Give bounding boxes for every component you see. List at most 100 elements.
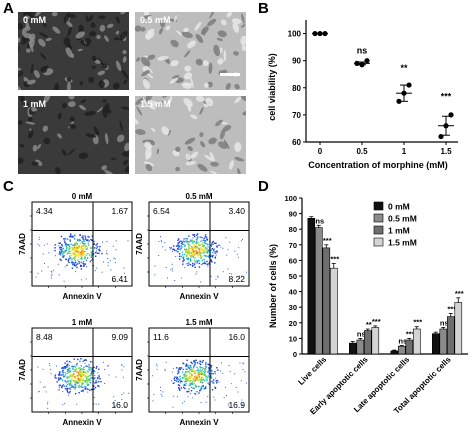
flow-event [80, 253, 83, 255]
flow-event [226, 395, 227, 397]
flow-event [123, 272, 125, 274]
cell [124, 165, 129, 173]
flow-event [85, 386, 87, 388]
flow-event [80, 377, 82, 379]
flow-event [112, 245, 114, 247]
flow-event [69, 380, 71, 382]
flow-event [77, 251, 79, 253]
flow-event [197, 375, 199, 377]
flow-event [193, 364, 196, 367]
flow-event [66, 238, 69, 240]
flow-event [59, 254, 62, 256]
flow-event [78, 378, 81, 381]
flow-event [185, 384, 187, 386]
flow-event [83, 263, 85, 265]
flow-event [88, 374, 91, 377]
flow-event [242, 362, 244, 364]
flow-event [204, 234, 207, 236]
flow-event [127, 240, 129, 242]
flow-event [195, 252, 197, 255]
flow-event [84, 375, 86, 377]
flow-event [207, 371, 209, 373]
flow-event [200, 380, 202, 383]
flow-event [61, 250, 63, 252]
flow-event [186, 255, 188, 258]
flow-event [242, 238, 243, 240]
flow-event [189, 384, 191, 386]
flow-event [189, 251, 191, 254]
flow-event [194, 261, 196, 263]
flow-event [240, 380, 242, 382]
cell [121, 69, 129, 80]
flow-event [184, 267, 186, 269]
b-x-tick-label: 0 [318, 147, 323, 156]
flow-plot-title: 0 mM [72, 192, 93, 201]
flow-event [202, 245, 204, 248]
d-significance-label: ** [366, 320, 372, 329]
flow-event [115, 240, 117, 242]
flow-event [227, 268, 229, 270]
flow-event [78, 240, 80, 242]
flow-event [206, 378, 208, 380]
flow-event [194, 375, 197, 377]
d-legend-label: 0.5 mM [388, 214, 417, 224]
flow-event [107, 262, 109, 264]
flow-event [193, 392, 195, 394]
flow-event [79, 381, 81, 383]
flow-event [75, 368, 77, 370]
flow-event [187, 380, 189, 382]
cell [20, 36, 28, 45]
flow-event [205, 366, 207, 368]
flow-event [80, 261, 83, 264]
flow-event [195, 359, 197, 361]
flow-event [176, 377, 178, 379]
flow-event [187, 250, 189, 252]
flow-event [175, 380, 178, 383]
flow-event [197, 241, 199, 244]
flow-event [121, 365, 123, 367]
flow-event [81, 258, 83, 260]
flow-event [49, 365, 51, 366]
flow-event [162, 246, 164, 248]
flow-event [209, 373, 212, 375]
flow-event [174, 249, 176, 252]
flow-event [203, 262, 205, 264]
flow-event [50, 373, 52, 375]
flow-event [192, 378, 195, 380]
flow-event [194, 385, 197, 387]
cell [182, 82, 192, 89]
flow-event [190, 386, 192, 388]
flow-event [50, 275, 52, 277]
flow-event [62, 404, 64, 406]
flow-event [205, 243, 208, 245]
flow-event [200, 370, 202, 372]
flow-event [69, 239, 71, 241]
cell [42, 22, 47, 28]
flow-event [191, 382, 194, 384]
flow-event [194, 379, 196, 382]
flow-event [196, 261, 198, 263]
b-x-tick-label: 1.5 [440, 147, 452, 156]
flow-event [196, 262, 198, 264]
flow-event [212, 243, 214, 246]
d-x-tick-label: Live cells [296, 355, 328, 387]
cell [90, 22, 96, 28]
flow-event [192, 380, 194, 382]
flow-event [69, 235, 71, 238]
flow-event [69, 250, 71, 252]
flow-event [200, 388, 202, 390]
flow-event [198, 249, 200, 251]
flow-event [192, 255, 194, 257]
quadrant-lr-value: 8.22 [228, 274, 245, 284]
cell [104, 133, 109, 145]
flow-event [60, 378, 62, 380]
flow-event [183, 386, 185, 389]
flow-event [87, 375, 90, 377]
flow-event [203, 368, 206, 371]
flow-event [66, 360, 68, 362]
flow-event [215, 373, 216, 375]
flow-event [59, 258, 61, 261]
flow-event [78, 382, 80, 384]
flow-event [200, 240, 202, 242]
micrograph-15mm: 1.5 mM [135, 96, 246, 174]
